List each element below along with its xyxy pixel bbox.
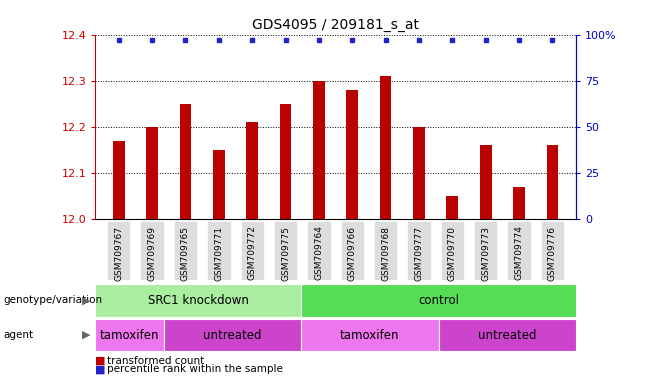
Text: ■: ■ [95,364,106,374]
Text: tamoxifen: tamoxifen [100,329,159,341]
Text: tamoxifen: tamoxifen [340,329,399,341]
Bar [307,221,330,280]
Bar [438,319,576,351]
Bar [174,221,197,280]
Text: GSM709772: GSM709772 [247,225,257,280]
Text: SRC1 knockdown: SRC1 knockdown [148,294,249,307]
Bar [380,76,392,219]
Text: untreated: untreated [478,329,536,341]
Text: genotype/variation: genotype/variation [3,295,103,306]
Text: GSM709769: GSM709769 [147,225,157,281]
Bar [274,221,297,280]
Bar [107,221,130,280]
Bar [447,196,458,219]
Bar [246,122,258,219]
Text: ▶: ▶ [82,295,91,306]
Bar [541,221,564,280]
Text: GSM709775: GSM709775 [281,225,290,281]
Bar [95,284,301,317]
Text: ▶: ▶ [82,330,91,340]
Bar [113,141,124,219]
Bar [207,221,230,280]
Bar [180,104,191,219]
Text: GSM709765: GSM709765 [181,225,190,281]
Bar [441,221,464,280]
Bar [241,221,264,280]
Text: transformed count: transformed count [107,356,204,366]
Bar [341,221,364,280]
Text: GSM709774: GSM709774 [515,225,524,280]
Text: ■: ■ [95,356,106,366]
Bar [164,319,301,351]
Bar [313,81,325,219]
Text: GSM709770: GSM709770 [448,225,457,281]
Text: control: control [418,294,459,307]
Title: GDS4095 / 209181_s_at: GDS4095 / 209181_s_at [252,18,419,32]
Text: GSM709771: GSM709771 [215,225,223,281]
Bar [301,319,438,351]
Text: untreated: untreated [203,329,262,341]
Bar [280,104,291,219]
Text: GSM709777: GSM709777 [415,225,424,281]
Bar [213,150,224,219]
Text: GSM709776: GSM709776 [548,225,557,281]
Bar [346,90,358,219]
Text: GSM709767: GSM709767 [114,225,123,281]
Bar [95,319,164,351]
Text: GSM709773: GSM709773 [481,225,490,281]
Bar [474,221,497,280]
Text: GSM709764: GSM709764 [315,225,323,280]
Bar [301,284,576,317]
Text: agent: agent [3,330,34,340]
Text: GSM709768: GSM709768 [381,225,390,281]
Bar [513,187,525,219]
Text: percentile rank within the sample: percentile rank within the sample [107,364,282,374]
Bar [507,221,531,280]
Bar [407,221,430,280]
Bar [374,221,397,280]
Bar [547,145,558,219]
Bar [140,221,164,280]
Bar [146,127,158,219]
Text: GSM709766: GSM709766 [348,225,357,281]
Bar [480,145,492,219]
Bar [413,127,425,219]
